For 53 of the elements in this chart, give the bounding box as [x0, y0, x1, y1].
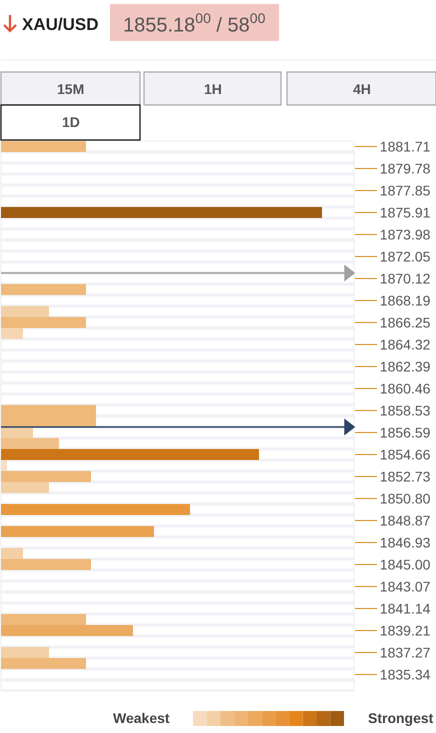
y-tick-label: 1860.46: [380, 380, 431, 396]
y-tick-label: 1839.21: [380, 622, 431, 638]
bar: [1, 526, 154, 537]
bar: [1, 482, 49, 493]
text: 1H: [204, 81, 222, 97]
y-tick-label: 1846.93: [380, 534, 431, 550]
chart-title: XAU/USD: [22, 15, 99, 34]
bar: [1, 317, 86, 328]
bar: [1, 306, 49, 317]
text: 1D: [62, 114, 80, 130]
y-tick-label: 1870.12: [380, 270, 431, 286]
y-tick-label: 1877.85: [380, 182, 431, 198]
bar: [1, 449, 259, 460]
bar: [1, 504, 190, 515]
bar: [1, 559, 91, 570]
bar: [1, 548, 23, 559]
bar: [1, 438, 59, 449]
bar: [1, 471, 91, 482]
text: Weakest: [113, 710, 170, 726]
y-tick-label: 1843.07: [380, 578, 431, 594]
bar: [1, 141, 86, 152]
bar: [1, 427, 33, 438]
y-tick-label: 1841.14: [380, 600, 431, 616]
bar: [1, 658, 86, 669]
y-tick-label: 1881.71: [380, 138, 431, 154]
y-tick-label: 1862.39: [380, 358, 431, 374]
y-tick-label: 1856.59: [380, 424, 431, 440]
y-tick-label: 1852.73: [380, 468, 431, 484]
text: Strongest: [368, 710, 434, 726]
bar: [1, 647, 49, 658]
y-tick-label: 1868.19: [380, 292, 431, 308]
bar: [1, 460, 7, 471]
y-tick-label: 1848.87: [380, 512, 431, 528]
text: 4H: [353, 81, 371, 97]
bar: [1, 207, 322, 218]
chart-subtitle: 1855.18$^{00}$ / 58$^{00}$: [123, 10, 266, 36]
y-tick-label: 1845.00: [380, 556, 431, 572]
y-tick-label: 1864.32: [380, 336, 431, 352]
bar: [1, 328, 23, 339]
y-tick-label: 1850.80: [380, 490, 431, 506]
y-tick-label: 1866.25: [380, 314, 431, 330]
y-tick-label: 1879.78: [380, 160, 431, 176]
bar: [1, 625, 133, 636]
bar: [1, 284, 86, 295]
bar: [1, 614, 86, 625]
y-tick-label: 1837.27: [380, 644, 431, 660]
y-tick-label: 1872.05: [380, 248, 431, 264]
text: 15M: [57, 81, 84, 97]
y-tick-label: 1875.91: [380, 204, 431, 220]
y-tick-label: 1858.53: [380, 402, 431, 418]
y-tick-label: 1873.98: [380, 226, 431, 242]
y-tick-label: 1835.34: [380, 666, 431, 682]
y-tick-label: 1854.66: [380, 446, 431, 462]
